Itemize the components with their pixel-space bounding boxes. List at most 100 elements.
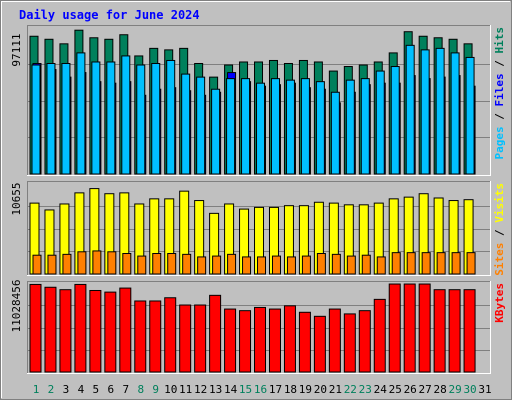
bar-files — [241, 78, 251, 175]
bar-files — [196, 76, 206, 175]
x-tick-label: 23 — [359, 383, 372, 396]
x-tick-label: 20 — [314, 383, 327, 396]
x-tick-label: 2 — [48, 383, 55, 396]
x-tick-label: 5 — [93, 383, 100, 396]
bar-files — [61, 62, 71, 175]
x-tick-label: 16 — [254, 383, 267, 396]
bar-sites — [331, 253, 341, 275]
bar-kbytes — [448, 289, 461, 373]
bar-kbytes — [313, 315, 326, 373]
bar-sites — [406, 252, 416, 275]
bar-kbytes — [179, 304, 192, 373]
x-tick-label: 27 — [419, 383, 432, 396]
panel-bottom: 11028456 KBytes — [10, 280, 506, 374]
bar-files — [330, 91, 340, 175]
bar-files — [136, 64, 146, 175]
bar-files — [390, 66, 400, 175]
legend-entry: Pages — [493, 126, 506, 159]
legend: Sites / Visits — [493, 183, 506, 276]
panel-middle: 10655 Sites / Visits — [10, 181, 506, 276]
bar-files — [31, 64, 41, 175]
panel-top: 97111 Pages / Files / Hits — [10, 25, 506, 176]
bar-sites — [301, 255, 311, 275]
bar-kbytes — [89, 289, 102, 373]
bar-kbytes — [433, 289, 446, 373]
bar-files — [106, 61, 116, 175]
bar-kbytes — [209, 294, 222, 373]
x-tick-label: 15 — [239, 383, 252, 396]
x-tick-label: 9 — [152, 383, 159, 396]
chart-panels: 97111 Pages / Files / Hits 10655 Sites / Vi… — [10, 25, 506, 374]
bar-kbytes — [254, 306, 267, 373]
chart-title: Daily usage for June 2024 — [19, 8, 200, 22]
bar-sites — [182, 253, 192, 275]
bar-files — [46, 62, 56, 175]
bar-files — [211, 88, 221, 175]
bar-kbytes — [298, 311, 311, 373]
x-tick-label: 31 — [478, 383, 491, 396]
bar-kbytes — [403, 283, 416, 373]
y-max-label: 11028456 — [10, 280, 23, 333]
bar-files — [285, 79, 295, 175]
bar-kbytes — [104, 291, 117, 373]
bar-kbytes — [328, 308, 341, 373]
legend-entry: / — [493, 223, 506, 243]
bar-kbytes — [283, 305, 296, 373]
bar-sites — [346, 255, 356, 275]
x-tick-label: 11 — [179, 383, 192, 396]
x-tick-label: 21 — [329, 383, 342, 396]
legend-entry: Files — [493, 73, 506, 106]
y-max-label: 97111 — [10, 33, 23, 66]
legend-entry: KBytes — [493, 283, 506, 323]
bar-sites — [122, 253, 132, 275]
bar-files — [435, 47, 445, 175]
bar-kbytes — [59, 289, 72, 373]
bar-kbytes — [74, 283, 87, 373]
x-tick-label: 24 — [374, 383, 388, 396]
bar-files — [76, 52, 86, 175]
bar-kbytes — [268, 308, 281, 373]
bar-sites — [316, 253, 326, 275]
bar-sites — [92, 250, 102, 275]
bar-kbytes — [29, 283, 42, 373]
x-tick-label: 6 — [108, 383, 115, 396]
legend-entry: / — [493, 54, 506, 74]
bar-sites — [107, 251, 117, 275]
x-tick-label: 28 — [434, 383, 447, 396]
x-tick-label: 25 — [389, 383, 402, 396]
bar-files — [360, 78, 370, 175]
x-tick-label: 12 — [194, 383, 207, 396]
bar-files — [121, 55, 131, 175]
bar-sites — [436, 252, 446, 275]
bar-sites — [167, 253, 177, 275]
x-tick-label: 7 — [122, 383, 129, 396]
bar-files — [450, 52, 460, 175]
bar-sites — [376, 256, 386, 275]
legend-entry: / — [493, 107, 506, 127]
legend: KBytes — [493, 283, 506, 323]
x-tick-label: 30 — [463, 383, 476, 396]
x-tick-label: 14 — [224, 383, 238, 396]
bar-sites — [286, 256, 296, 275]
bar-kbytes — [134, 300, 147, 373]
bar-sites — [212, 255, 222, 275]
bar-sites — [197, 256, 207, 275]
bar-sites — [242, 256, 252, 275]
bar-files — [300, 78, 310, 175]
bar-sites — [421, 252, 431, 275]
bar-kbytes — [149, 300, 162, 373]
bar-sites — [361, 254, 371, 275]
bar-sites — [451, 252, 461, 275]
bar-kbytes — [373, 298, 386, 373]
x-tick-label: 13 — [209, 383, 222, 396]
bar-kbytes — [418, 283, 431, 373]
bar-sites — [391, 252, 401, 275]
bar-files — [256, 82, 266, 175]
x-tick-label: 10 — [164, 383, 177, 396]
bar-files — [181, 73, 191, 175]
bar-kbytes — [44, 286, 57, 373]
bar-kbytes — [388, 283, 401, 373]
y-max-label: 10655 — [10, 182, 23, 215]
bar-kbytes — [463, 289, 476, 373]
